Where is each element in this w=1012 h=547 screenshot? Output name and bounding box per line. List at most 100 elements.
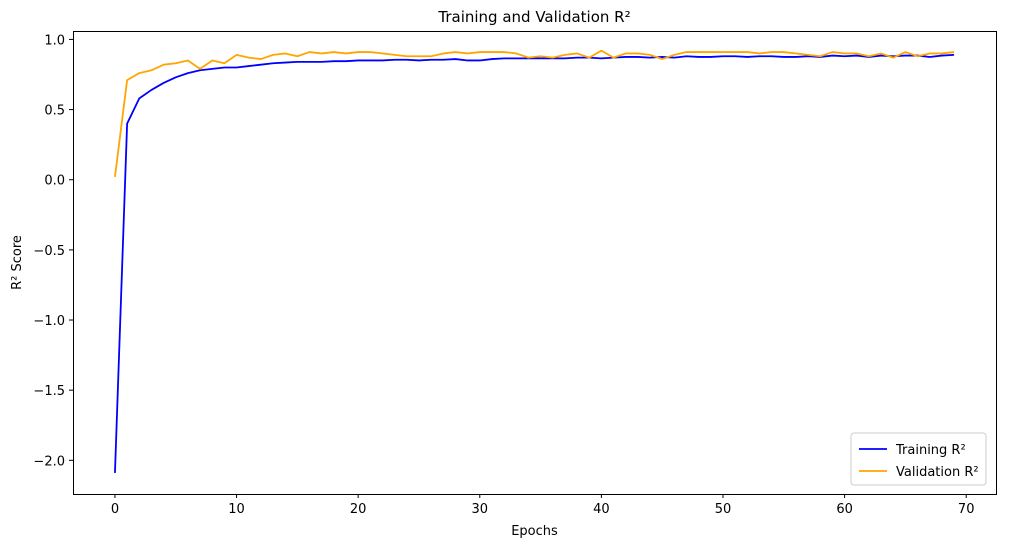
data-point bbox=[661, 58, 663, 60]
data-point bbox=[929, 52, 931, 54]
data-point bbox=[564, 54, 566, 56]
data-point bbox=[211, 68, 213, 70]
data-point bbox=[600, 49, 602, 51]
data-point bbox=[734, 55, 736, 57]
data-point bbox=[248, 65, 250, 67]
data-point bbox=[466, 52, 468, 54]
data-point bbox=[892, 56, 894, 58]
data-point bbox=[430, 55, 432, 57]
data-point bbox=[734, 51, 736, 53]
data-point bbox=[138, 97, 140, 99]
data-point bbox=[515, 57, 517, 59]
data-point bbox=[941, 54, 943, 56]
data-point bbox=[393, 54, 395, 56]
chart-title: Training and Validation R² bbox=[437, 8, 630, 26]
data-point bbox=[357, 59, 359, 61]
data-point bbox=[758, 52, 760, 54]
data-point bbox=[126, 79, 128, 81]
data-point bbox=[308, 61, 310, 63]
data-point bbox=[369, 59, 371, 61]
x-tick-label: 60 bbox=[836, 502, 853, 517]
legend-box bbox=[850, 432, 987, 486]
x-tick-label: 20 bbox=[350, 502, 367, 517]
data-point bbox=[187, 59, 189, 61]
data-point bbox=[369, 51, 371, 53]
x-axis: 0 10 20 30 40 50 60 70 bbox=[111, 494, 974, 517]
y-tick-label: −1.0 bbox=[33, 314, 65, 329]
data-point bbox=[661, 56, 663, 58]
data-point bbox=[941, 52, 943, 54]
data-point bbox=[284, 52, 286, 54]
data-point bbox=[552, 56, 554, 58]
y-tick-label: −0.5 bbox=[33, 244, 65, 259]
data-point bbox=[162, 82, 164, 84]
data-point bbox=[953, 54, 955, 56]
y-tick-label: 0.5 bbox=[44, 104, 65, 119]
y-axis-label: R² Score bbox=[10, 235, 25, 290]
data-point bbox=[856, 52, 858, 54]
legend-label: Training R² bbox=[895, 443, 966, 458]
data-point bbox=[697, 51, 699, 53]
data-point bbox=[503, 57, 505, 59]
data-point bbox=[138, 72, 140, 74]
data-point bbox=[393, 59, 395, 61]
data-point bbox=[418, 59, 420, 61]
data-point bbox=[175, 62, 177, 64]
data-point bbox=[539, 57, 541, 59]
data-point bbox=[491, 51, 493, 53]
data-point bbox=[880, 54, 882, 56]
data-point bbox=[345, 52, 347, 54]
data-point bbox=[235, 66, 237, 68]
series-training bbox=[114, 53, 955, 474]
data-point bbox=[308, 51, 310, 53]
data-point bbox=[114, 472, 116, 474]
data-point bbox=[904, 51, 906, 53]
plot-frame bbox=[73, 31, 997, 495]
data-point bbox=[430, 59, 432, 61]
data-point bbox=[381, 59, 383, 61]
x-tick-label: 0 bbox=[111, 502, 119, 517]
data-point bbox=[783, 56, 785, 58]
data-point bbox=[770, 51, 772, 53]
data-point bbox=[406, 59, 408, 61]
data-point bbox=[466, 59, 468, 61]
data-point bbox=[223, 66, 225, 68]
series-validation bbox=[114, 49, 955, 178]
x-tick-label: 50 bbox=[715, 502, 732, 517]
data-point bbox=[442, 52, 444, 54]
data-point bbox=[697, 56, 699, 58]
data-point bbox=[503, 51, 505, 53]
data-point bbox=[795, 52, 797, 54]
data-point bbox=[223, 62, 225, 64]
data-point bbox=[904, 54, 906, 56]
data-point bbox=[746, 51, 748, 53]
data-point bbox=[649, 56, 651, 58]
data-point bbox=[831, 51, 833, 53]
data-point bbox=[114, 176, 116, 178]
data-point bbox=[479, 59, 481, 61]
data-point bbox=[795, 56, 797, 58]
data-point bbox=[539, 55, 541, 57]
data-point bbox=[357, 51, 359, 53]
data-point bbox=[515, 52, 517, 54]
data-point bbox=[260, 58, 262, 60]
data-point bbox=[296, 61, 298, 63]
series-line bbox=[114, 53, 955, 473]
data-point bbox=[649, 54, 651, 56]
data-point bbox=[831, 54, 833, 56]
data-point bbox=[199, 68, 201, 70]
data-point bbox=[746, 56, 748, 58]
data-point bbox=[576, 56, 578, 58]
data-point bbox=[612, 56, 614, 58]
data-point bbox=[333, 60, 335, 62]
data-point bbox=[345, 60, 347, 62]
data-point bbox=[770, 55, 772, 57]
data-point bbox=[454, 51, 456, 53]
data-point bbox=[576, 52, 578, 54]
y-tick-label: 1.0 bbox=[44, 33, 65, 48]
data-point bbox=[211, 59, 213, 61]
y-axis: −2.0 −1.5 −1.0 −0.5 0.0 0.5 1.0 bbox=[33, 33, 73, 469]
y-tick-label: −2.0 bbox=[33, 454, 65, 469]
data-point bbox=[673, 54, 675, 56]
data-point bbox=[722, 55, 724, 57]
